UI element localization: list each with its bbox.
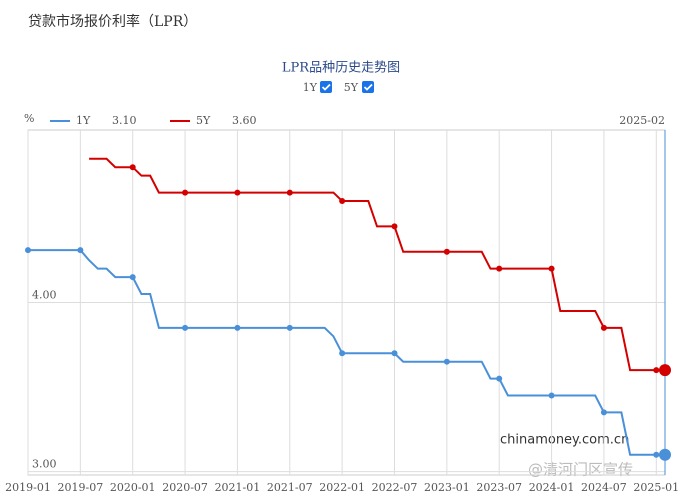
- point: [129, 274, 136, 281]
- x-tick-label: 2019-01: [5, 481, 51, 494]
- x-tick-label: 2022-07: [372, 481, 418, 494]
- point: [391, 223, 398, 230]
- y-tick-label: 4.00: [32, 289, 57, 302]
- chart-title: LPR品种历史走势图: [282, 60, 400, 76]
- point: [659, 364, 671, 377]
- point: [653, 367, 660, 374]
- hover-date: 2025-02: [619, 114, 665, 127]
- point: [496, 265, 503, 272]
- x-tick-label: 2024-07: [581, 481, 627, 494]
- point: [129, 164, 136, 171]
- point: [548, 265, 555, 272]
- legend-value: 3.10: [112, 114, 137, 127]
- point: [600, 409, 607, 416]
- toggle-label: 1Y: [303, 81, 318, 94]
- y-tick-label: 3.00: [32, 458, 57, 471]
- x-tick-label: 2020-07: [162, 481, 208, 494]
- x-tick-label: 2023-01: [424, 481, 470, 494]
- point: [391, 350, 398, 357]
- point: [443, 248, 450, 255]
- point: [286, 324, 293, 331]
- point: [77, 247, 84, 254]
- legend-value: 3.60: [232, 114, 257, 127]
- point: [548, 392, 555, 399]
- point: [286, 189, 293, 196]
- point: [234, 189, 241, 196]
- point: [339, 350, 346, 357]
- toggle-1y[interactable]: [320, 81, 332, 93]
- point: [234, 324, 241, 331]
- series-line: [28, 249, 665, 456]
- toggle-label: 5Y: [344, 81, 359, 94]
- legend-label: 5Y: [196, 114, 211, 127]
- point: [653, 451, 660, 458]
- point: [25, 247, 31, 254]
- page-title: 贷款市场报价利率（LPR）: [28, 13, 197, 30]
- x-tick-label: 2021-01: [215, 481, 261, 494]
- legend-label: 1Y: [76, 114, 91, 127]
- point: [600, 324, 607, 331]
- x-tick-label: 2019-07: [57, 481, 103, 494]
- toggle-5y[interactable]: [362, 81, 374, 93]
- series-line: [89, 157, 665, 372]
- point: [339, 198, 346, 205]
- x-tick-label: 2025-01: [633, 481, 679, 494]
- x-tick-label: 2021-07: [267, 481, 313, 494]
- x-tick-label: 2022-01: [319, 481, 365, 494]
- point: [443, 358, 450, 365]
- credit: @清河门区宣传: [528, 461, 633, 479]
- x-tick-label: 2020-01: [110, 481, 156, 494]
- x-tick-label: 2024-01: [529, 481, 575, 494]
- point: [182, 189, 189, 196]
- point: [659, 448, 671, 461]
- watermark: chinamoney.com.cn: [500, 433, 629, 448]
- point: [182, 324, 189, 331]
- y-unit: %: [24, 112, 34, 125]
- point: [496, 375, 503, 382]
- x-tick-label: 2023-07: [476, 481, 522, 494]
